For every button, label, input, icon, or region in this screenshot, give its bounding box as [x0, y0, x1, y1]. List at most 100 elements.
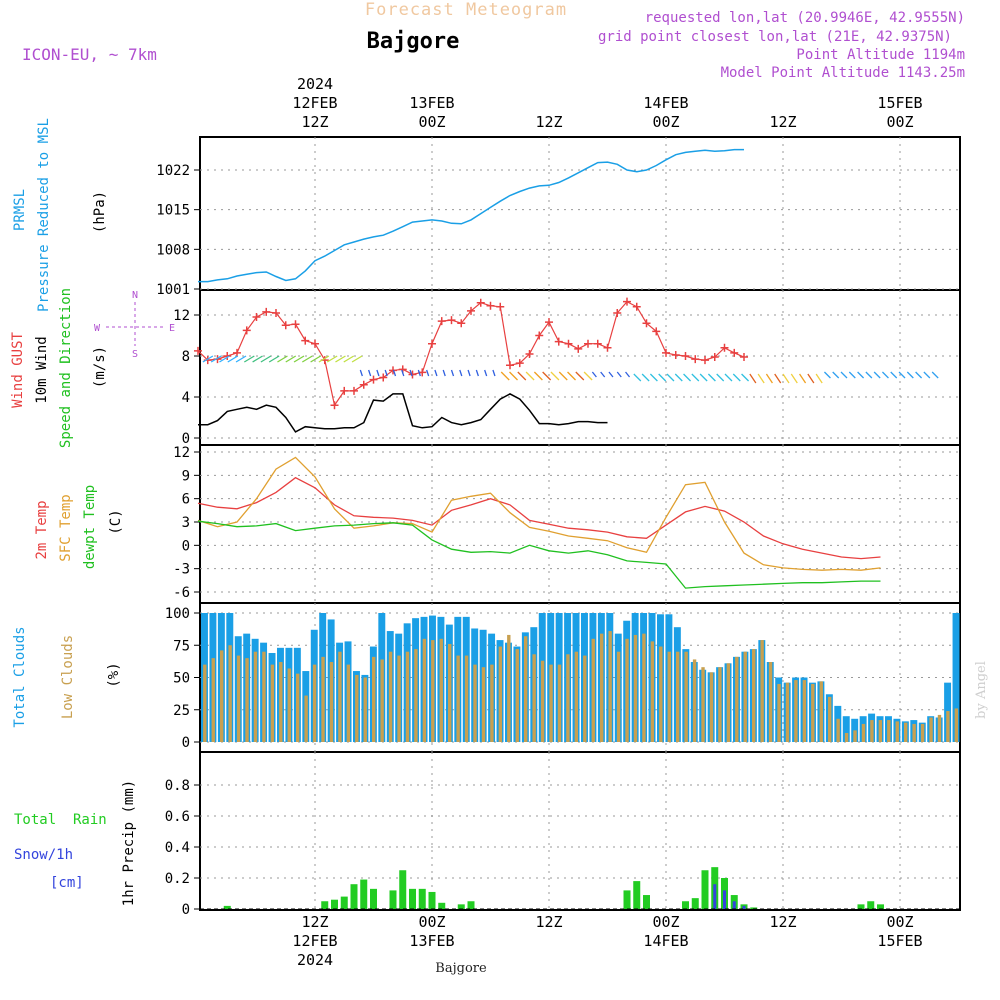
low-cloud-bar [312, 664, 317, 742]
total-cloud-bar [952, 613, 960, 742]
gust-marker [681, 352, 690, 360]
low-cloud-bar [220, 650, 224, 742]
bottom-location-label: Bajgore [435, 961, 487, 976]
y-tick-label: 1022 [156, 163, 190, 179]
gust-marker [281, 321, 290, 330]
wind-arrow [417, 369, 421, 377]
t2m-line [197, 476, 881, 560]
wind-speed-line [198, 393, 608, 433]
rain-bar [750, 907, 758, 909]
wind-arrow [450, 369, 455, 377]
low-cloud-bar [785, 682, 790, 742]
gust-marker [671, 350, 680, 359]
low-cloud-bar [600, 633, 604, 742]
t2m-label: 2m Temp [34, 500, 50, 559]
wind-arrow [219, 355, 230, 363]
time-label: 00Z [418, 913, 445, 931]
wind-arrow [301, 355, 313, 363]
rain-bar [643, 895, 650, 909]
gust-marker [652, 327, 661, 336]
y-tick-label: 9 [182, 468, 190, 484]
wind-arrow [335, 355, 346, 363]
rain-bar [321, 901, 329, 909]
time-label: 12Z [301, 113, 328, 131]
low-cloud-bar [329, 662, 334, 742]
precip-unit: 1hr Precip (mm) [121, 780, 137, 906]
point-altitude: Point Altitude 1194m [796, 47, 965, 63]
wind-arrow [368, 369, 372, 377]
low-cloud-bar [887, 720, 891, 742]
gust-marker [233, 348, 241, 357]
gust-marker [330, 401, 339, 410]
wind-arrow [542, 371, 552, 381]
low-cloud-bar [676, 651, 680, 742]
wind-arrow [268, 355, 280, 363]
y-tick-label: 3 [182, 515, 190, 531]
wind-arrow [898, 371, 906, 379]
wind-arrow [873, 371, 881, 379]
snow-unit-label: [cm] [50, 875, 84, 891]
wind-arrow [227, 355, 239, 363]
time-label: 13FEB [409, 932, 454, 950]
y-tick-label: 0.6 [165, 809, 190, 825]
wind-dir-label: Speed and Direction [58, 288, 74, 448]
low-cloud-bar [946, 711, 950, 742]
wind-arrow [641, 373, 650, 382]
gust-marker [457, 319, 466, 328]
low-cloud-bar [439, 638, 443, 742]
low-cloud-bar [616, 651, 621, 742]
snow-bar [713, 884, 717, 909]
panel-grids [200, 137, 960, 910]
low-cloud-bar [659, 646, 663, 742]
low-cloud-bar [372, 656, 376, 742]
wind-arrow [475, 369, 479, 377]
wind-arrow [426, 369, 430, 377]
wind-arrow [716, 373, 725, 382]
gust-marker [476, 298, 485, 307]
pressure-label-1: PRMSL [12, 189, 28, 231]
low-cloud-bar [701, 667, 705, 742]
low-cloud-bar [819, 681, 823, 742]
time-label: 12Z [301, 913, 328, 931]
gust-marker [272, 308, 280, 317]
y-tick-label: -6 [173, 585, 190, 601]
gust-marker [194, 346, 202, 355]
wind-arrow [509, 371, 518, 381]
wind-arrow [857, 371, 865, 379]
low-cloud-bar [853, 730, 857, 742]
gust-marker [467, 306, 475, 315]
wind-arrow [649, 373, 658, 382]
snow-label: Snow/1h [14, 847, 73, 863]
wind-arrow [890, 371, 898, 379]
wind-arrow [434, 369, 438, 377]
gust-marker [632, 302, 641, 311]
wind-arrow [840, 371, 848, 379]
low-cloud-bar [481, 667, 486, 742]
low-cloud-bar [540, 660, 545, 742]
low-cloud-bar [684, 651, 688, 742]
low-cloud-bar [768, 662, 773, 742]
wind-arrow [683, 373, 692, 382]
wind-arrow [666, 373, 675, 382]
sfc-temp-line [197, 456, 881, 571]
wind-arrow [517, 371, 527, 381]
wind-arrow [484, 369, 488, 377]
low-cloud-bar [904, 722, 908, 742]
wind-arrow [285, 355, 297, 363]
gust-marker [242, 326, 251, 335]
low-cloud-bar [262, 651, 266, 742]
low-cloud-bar [709, 672, 714, 742]
gust-marker [369, 375, 378, 384]
wind-arrow [459, 369, 463, 377]
rain-bar [691, 898, 699, 909]
wind-arrow [915, 371, 923, 379]
gust-marker [691, 355, 700, 364]
low-cloud-bar [304, 695, 308, 742]
low-cloud-bar [760, 640, 764, 742]
wind-arrow [202, 355, 214, 363]
wind-arrow [252, 355, 263, 363]
gust-marker [623, 297, 631, 306]
gust-marker [662, 348, 670, 357]
pressure-line [198, 148, 744, 283]
time-label: 12FEB [292, 94, 337, 112]
